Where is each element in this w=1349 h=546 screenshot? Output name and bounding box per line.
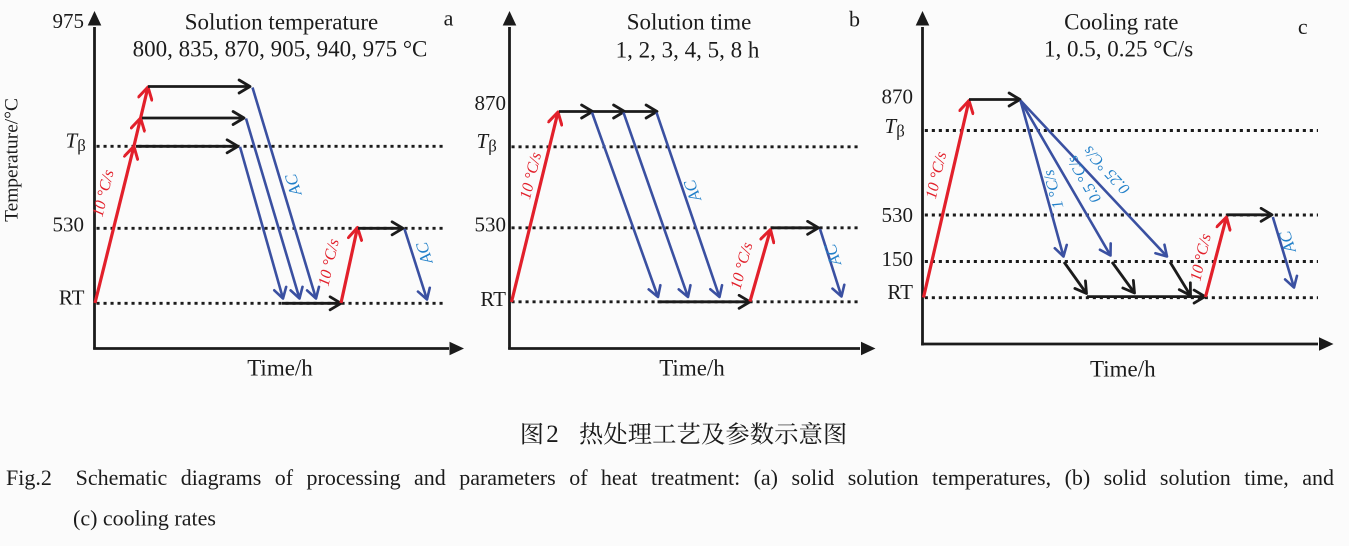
svg-text:RT: RT: [59, 286, 85, 310]
svg-text:800, 835, 870, 905, 940, 975 °: 800, 835, 870, 905, 940, 975 °C: [133, 37, 428, 62]
svg-text:Solution time: Solution time: [627, 10, 752, 35]
svg-text:1, 2, 3, 4, 5, 8 h: 1, 2, 3, 4, 5, 8 h: [616, 38, 760, 63]
svg-text:c: c: [1298, 14, 1308, 39]
svg-text:Solution temperature: Solution temperature: [185, 10, 379, 35]
svg-text:530: 530: [882, 203, 914, 227]
svg-text:975: 975: [53, 9, 85, 33]
svg-text:b: b: [849, 7, 860, 32]
svg-text:RT: RT: [887, 280, 913, 304]
svg-text:Time/h: Time/h: [247, 356, 313, 381]
svg-text:Tβ: Tβ: [477, 129, 497, 155]
svg-text:RT: RT: [480, 287, 506, 311]
svg-text:Time/h: Time/h: [659, 356, 725, 381]
svg-text:150: 150: [882, 247, 914, 271]
svg-text:Tβ: Tβ: [885, 114, 905, 140]
svg-text:a: a: [444, 6, 454, 31]
svg-text:530: 530: [475, 213, 507, 237]
svg-text:Time/h: Time/h: [1090, 357, 1156, 382]
svg-text:(c) cooling rates: (c) cooling rates: [73, 506, 216, 531]
svg-text:2: 2: [546, 421, 559, 448]
svg-text:Tβ: Tβ: [66, 129, 86, 155]
svg-text:Cooling rate: Cooling rate: [1064, 10, 1178, 35]
svg-text:1, 0.5, 0.25 °C/s: 1, 0.5, 0.25 °C/s: [1044, 37, 1193, 62]
svg-text:Fig.2 Schematic diagrams of pr: Fig.2 Schematic diagrams of processing a…: [6, 465, 1334, 490]
svg-text:530: 530: [53, 213, 85, 237]
svg-text:Temperature/°C: Temperature/°C: [2, 98, 23, 222]
svg-text:870: 870: [882, 85, 914, 109]
svg-text:870: 870: [475, 91, 507, 115]
